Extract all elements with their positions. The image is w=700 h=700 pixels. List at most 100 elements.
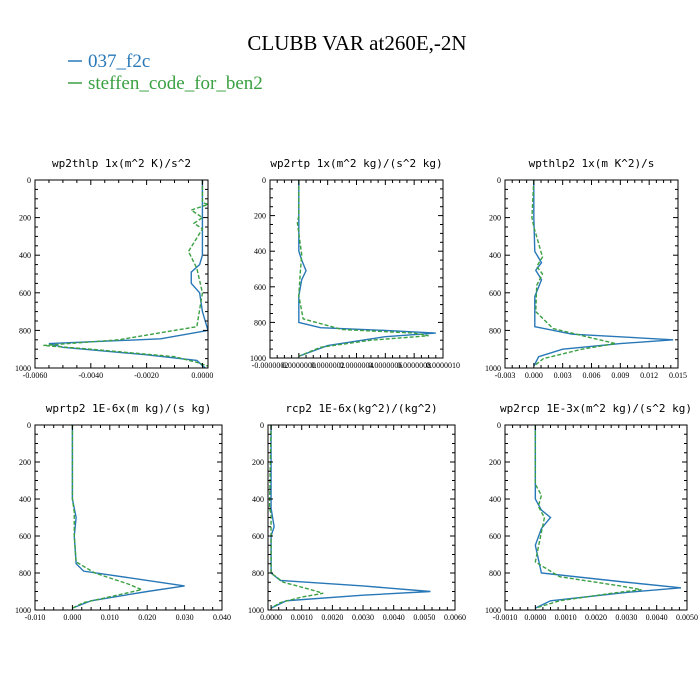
y-tick-label: 800 [252,569,264,578]
x-tick-label: -0.0010 [493,613,518,622]
figure-title: CLUBB VAR at260E,-2N [247,31,466,55]
series-line-steffen [71,425,144,609]
x-tick-label: 0.0060 [444,613,466,622]
panel-4: wprtp2 1E-6x(m kg)/(s kg) 0 200 400 600 800 10… [15,402,231,622]
series-line-steffen [43,180,208,367]
panel-title: rcp2 1E-6x(kg^2)/(kg^2) [285,402,437,415]
series-line-037-f2c [298,180,436,357]
x-tick-label: 0.0040 [646,613,668,622]
panel-title: wprtp2 1E-6x(m kg)/(s kg) [46,402,212,415]
x-tick-label: -0.003 [495,371,516,380]
x-tick-label: 0.0010 [555,613,577,622]
series-line-steffen [268,425,324,609]
x-tick-label: 0.0000 [524,613,546,622]
x-tick-label: 0.0010 [291,613,313,622]
y-tick-label: 400 [489,251,501,260]
panel-5: rcp2 1E-6x(kg^2)/(kg^2) 0 200 400 600 800 1000… [248,402,466,622]
series-line-steffen [534,425,642,609]
y-tick-label: 200 [489,458,501,467]
x-tick-label: 0.0040 [383,613,405,622]
x-tick-label: 0.000 [63,613,81,622]
x-tick-label: 0.006 [583,371,601,380]
plot-frame [267,424,456,611]
y-tick-label: 400 [489,495,501,504]
legend-label: 037_f2c [88,51,150,72]
y-tick-label: 800 [489,326,501,335]
plot-frame [34,424,223,611]
y-tick-label: 1000 [485,364,501,373]
panels: wp2thlp 1x(m^2 K)/s^202004006008001000-0… [15,157,698,622]
y-tick-label: 400 [19,495,31,504]
series-line-steffen [296,180,429,357]
panel-3: wpthlp2 1x(m K^2)/s 0 200 400 600 800 1000-0.0… [485,157,687,380]
panel-title: wp2rcp 1E-3x(m^2 kg)/(s^2 kg) [500,402,692,415]
y-tick-label: 1000 [248,606,264,615]
y-tick-label: 0 [262,176,266,185]
x-tick-label: 0.0000010 [426,361,460,370]
x-tick-label: -0.0040 [78,371,103,380]
legend-entry: steffen_code_for_ben2 [68,73,263,94]
series-line-037-f2c [270,425,431,609]
x-tick-label: 0.030 [176,613,194,622]
x-tick-label: 0.0050 [413,613,435,622]
x-tick-label: 0.0030 [352,613,374,622]
legend-entry: 037_f2c [68,51,150,72]
x-tick-label: -0.0020 [134,371,159,380]
x-tick-label: 0.0000 [191,371,213,380]
x-tick-label: 0.0000004 [340,361,374,370]
x-tick-label: 0.0000 [260,613,282,622]
y-tick-label: 0 [27,421,31,430]
plot-frame [504,179,679,369]
x-tick-label: -0.0060 [23,371,48,380]
x-tick-label: 0.020 [138,613,156,622]
series-line-037-f2c [534,425,682,609]
y-tick-label: 800 [19,569,31,578]
x-tick-label: 0.003 [554,371,572,380]
panel-2: wp2rtp 1x(m^2 kg)/(s^2 kg) 0 200 400 600 800 1… [250,157,460,370]
series-line-steffen [531,180,616,367]
panel-6: wp2rcp 1E-3x(m^2 kg)/(s^2 kg) 0 200 400 600 8… [485,402,698,622]
panel-1: wp2thlp 1x(m^2 K)/s^202004006008001000-0… [15,157,213,380]
series-line-037-f2c [533,180,674,367]
x-tick-label: 0.0020 [321,613,343,622]
y-tick-label: 0 [27,176,31,185]
y-tick-label: 200 [252,458,264,467]
y-tick-label: 1000 [485,606,501,615]
y-tick-label: 1000 [250,354,266,363]
x-tick-label: -0.010 [25,613,46,622]
y-tick-label: 400 [252,495,264,504]
y-tick-label: 600 [19,532,31,541]
y-tick-label: 400 [254,247,266,256]
x-tick-label: 0.015 [669,371,687,380]
panel-title: wpthlp2 1x(m K^2)/s [529,157,655,170]
x-tick-label: 0.000 [525,371,543,380]
y-tick-label: 0 [497,421,501,430]
y-tick-label: 200 [19,214,31,223]
x-tick-label: 0.0030 [615,613,637,622]
x-tick-label: 0.0000002 [311,361,345,370]
y-tick-label: 200 [489,214,501,223]
y-tick-label: 600 [254,283,266,292]
y-tick-label: 1000 [15,364,31,373]
y-tick-label: 1000 [15,606,31,615]
x-tick-label: 0.0000008 [397,361,431,370]
series-line-037-f2c [48,180,208,368]
y-tick-label: 800 [489,569,501,578]
y-tick-label: 800 [254,318,266,327]
y-tick-label: 600 [19,289,31,298]
x-tick-label: 0.009 [611,371,629,380]
x-tick-label: 0.010 [101,613,119,622]
y-tick-label: 600 [252,532,264,541]
y-tick-label: 600 [489,289,501,298]
y-tick-label: 200 [254,212,266,221]
y-tick-label: 800 [19,326,31,335]
x-tick-label: 0.0020 [585,613,607,622]
panel-title: wp2thlp 1x(m^2 K)/s^2 [52,157,191,170]
y-tick-label: 200 [19,458,31,467]
x-tick-label: 0.012 [640,371,658,380]
y-tick-label: 0 [497,176,501,185]
panel-title: wp2rtp 1x(m^2 kg)/(s^2 kg) [270,157,442,170]
plot-frame [269,179,444,359]
